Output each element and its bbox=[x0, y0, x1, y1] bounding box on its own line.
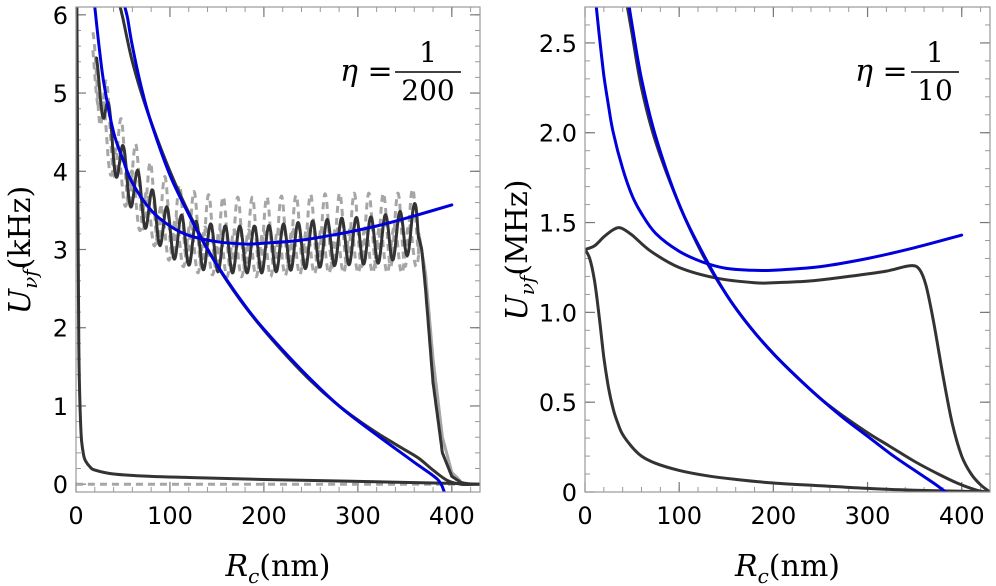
y-axis-label-unit: (MHz) bbox=[500, 180, 535, 276]
right-panel: 0 100 200 300 400 0 0.5 1.0 1.5 2.0 2.5 Rc(nm) Uνf(M… bbox=[500, 6, 991, 586]
x-tick-label: 300 bbox=[845, 502, 891, 530]
x-axis-label: Rc(nm) bbox=[225, 549, 331, 586]
y-axis-label: Uνf(kHz) bbox=[3, 186, 42, 314]
series-line-blue bbox=[627, 7, 948, 492]
y-axis-label-variable: U bbox=[3, 287, 38, 314]
y-tick-label: 0 bbox=[562, 479, 577, 507]
x-tick-label: 200 bbox=[750, 502, 796, 530]
y-tick-label: 0 bbox=[53, 471, 68, 499]
x-tick-label: 0 bbox=[68, 502, 83, 530]
y-axis-label-subscript: νf bbox=[515, 272, 539, 295]
series-line-blue bbox=[123, 7, 446, 492]
y-tick-label: 1.5 bbox=[539, 210, 577, 238]
series-line-dark bbox=[76, 7, 480, 486]
y-tick-label: 2.5 bbox=[539, 30, 577, 58]
axes-frame bbox=[75, 6, 481, 493]
x-tick-label: 100 bbox=[147, 502, 193, 530]
x-axis-label-subscript: c bbox=[758, 564, 769, 586]
series-line-gray-dashed bbox=[91, 50, 463, 483]
x-tick-label: 400 bbox=[429, 502, 475, 530]
y-axis-label: Uνf(MHz) bbox=[500, 180, 539, 321]
axes-frame bbox=[584, 6, 991, 493]
series-line-blue bbox=[93, 7, 454, 246]
series-line-dark bbox=[585, 226, 990, 492]
x-axis-label-unit: (nm) bbox=[259, 549, 330, 584]
eta-numerator: 1 bbox=[419, 36, 437, 69]
eta-annotation: η = 1 200 bbox=[340, 36, 461, 107]
y-tick-label: 3 bbox=[53, 237, 68, 265]
y-tick-label: 1 bbox=[53, 393, 68, 421]
eta-denominator: 10 bbox=[917, 74, 953, 107]
x-axis-label-unit: (nm) bbox=[769, 549, 840, 584]
x-tick-label: 100 bbox=[656, 502, 702, 530]
y-axis-label-subscript: νf bbox=[18, 266, 42, 289]
eta-label: η = bbox=[340, 54, 393, 89]
x-tick-label: 0 bbox=[577, 502, 592, 530]
x-tick-label: 400 bbox=[939, 502, 985, 530]
series-line-dark bbox=[95, 56, 473, 486]
y-axis-label-unit: (kHz) bbox=[3, 186, 38, 270]
plot-area bbox=[76, 7, 480, 492]
eta-numerator: 1 bbox=[926, 36, 944, 69]
x-axis-label-subscript: c bbox=[248, 564, 259, 586]
x-axis-label: Rc(nm) bbox=[734, 549, 840, 586]
y-tick-label: 5 bbox=[53, 80, 68, 108]
plot-area bbox=[585, 7, 990, 492]
eta-label: η = bbox=[855, 54, 908, 89]
eta-annotation: η = 1 10 bbox=[855, 36, 959, 107]
y-tick-label: 4 bbox=[53, 158, 68, 186]
eta-denominator: 200 bbox=[401, 74, 454, 107]
x-axis-label-variable: R bbox=[734, 549, 758, 584]
y-axis-label-variable: U bbox=[500, 293, 535, 320]
series-line-blue bbox=[594, 7, 964, 273]
y-tick-label: 2.0 bbox=[539, 120, 577, 148]
x-axis-label-variable: R bbox=[225, 549, 249, 584]
left-panel: 0 100 200 300 400 0 1 2 3 4 5 6 Rc(nm) Uνf(kHz) η = 1 20… bbox=[3, 2, 481, 586]
series-line-dark bbox=[585, 248, 990, 492]
y-tick-label: 1.0 bbox=[539, 299, 577, 327]
x-tick-label: 200 bbox=[241, 502, 287, 530]
y-tick-label: 2 bbox=[53, 315, 68, 343]
x-tick-label: 300 bbox=[335, 502, 381, 530]
y-tick-label: 0.5 bbox=[539, 389, 577, 417]
y-tick-label: 6 bbox=[53, 2, 68, 30]
